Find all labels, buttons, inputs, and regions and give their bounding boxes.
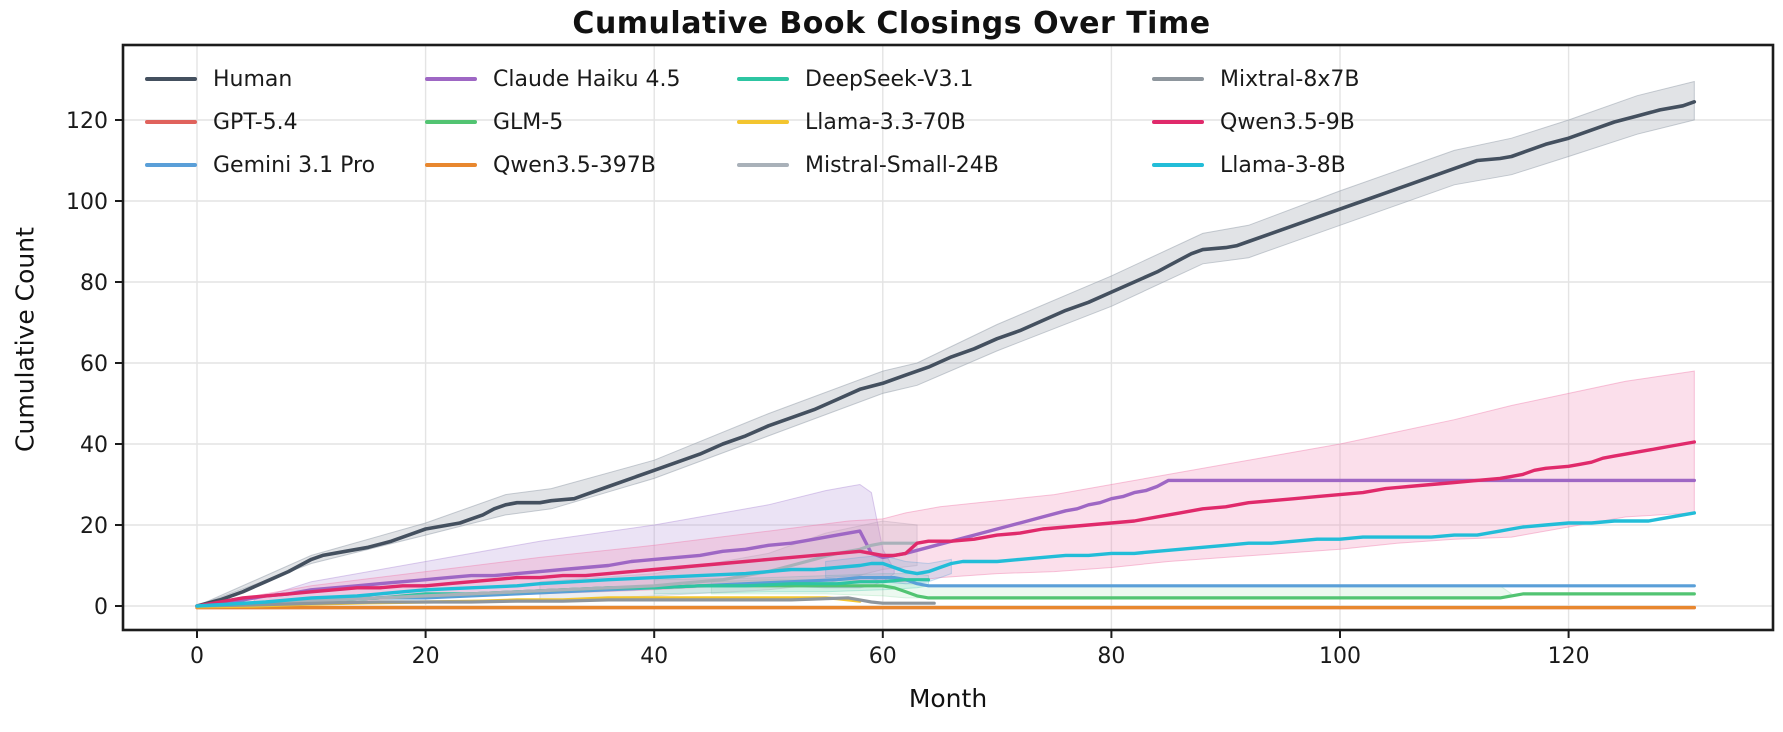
legend-line-swatch xyxy=(145,77,197,81)
legend-item-human: Human xyxy=(145,64,292,94)
legend-item-qwen3-5-9b: Qwen3.5-9B xyxy=(1152,107,1355,137)
legend-line-swatch xyxy=(1152,77,1204,81)
legend-item-mixtral-8x7b: Mixtral-8x7B xyxy=(1152,64,1359,94)
legend-label: GLM-5 xyxy=(493,109,564,135)
legend-line-swatch xyxy=(737,77,789,81)
legend-line-swatch xyxy=(737,163,789,167)
svg-text:100: 100 xyxy=(66,190,108,215)
legend-line-swatch xyxy=(425,120,477,124)
svg-text:60: 60 xyxy=(869,644,897,669)
legend-line-swatch xyxy=(425,163,477,167)
svg-text:0: 0 xyxy=(190,644,204,669)
legend-line-swatch xyxy=(145,163,197,167)
legend-label: Mistral-Small-24B xyxy=(805,152,999,178)
svg-text:60: 60 xyxy=(80,352,108,377)
legend-label: GPT-5.4 xyxy=(213,109,298,135)
legend-line-swatch xyxy=(145,120,197,124)
legend-item-llama-3-8b: Llama-3-8B xyxy=(1152,150,1346,180)
svg-text:120: 120 xyxy=(66,109,108,134)
legend-label: Human xyxy=(213,66,293,92)
svg-text:100: 100 xyxy=(1319,644,1361,669)
svg-text:40: 40 xyxy=(640,644,668,669)
legend-label: Mixtral-8x7B xyxy=(1220,66,1360,92)
legend-item-qwen3-5-397b: Qwen3.5-397B xyxy=(425,150,656,180)
legend-item-mistral-small-24b: Mistral-Small-24B xyxy=(737,150,999,180)
svg-text:0: 0 xyxy=(94,595,108,620)
chart-title: Cumulative Book Closings Over Time xyxy=(572,6,1211,41)
legend-label: Qwen3.5-397B xyxy=(493,152,656,178)
svg-text:40: 40 xyxy=(80,433,108,458)
legend-item-claude-haiku-4-5: Claude Haiku 4.5 xyxy=(425,64,681,94)
legend-label: Llama-3.3-70B xyxy=(805,109,966,135)
svg-text:80: 80 xyxy=(1097,644,1125,669)
legend-item-gemini-3-1-pro: Gemini 3.1 Pro xyxy=(145,150,375,180)
legend-label: Llama-3-8B xyxy=(1220,152,1346,178)
svg-text:80: 80 xyxy=(80,271,108,296)
x-axis-label: Month xyxy=(908,684,988,713)
legend-line-swatch xyxy=(1152,120,1204,124)
legend-label: Gemini 3.1 Pro xyxy=(213,152,376,178)
legend-label: Qwen3.5-9B xyxy=(1220,109,1355,135)
legend-item-deepseek-v3-1: DeepSeek-V3.1 xyxy=(737,64,973,94)
legend-label: DeepSeek-V3.1 xyxy=(805,66,974,92)
svg-text:120: 120 xyxy=(1548,644,1590,669)
legend-line-swatch xyxy=(425,77,477,81)
legend-line-swatch xyxy=(737,120,789,124)
legend-label: Claude Haiku 4.5 xyxy=(493,66,681,92)
svg-text:20: 20 xyxy=(412,644,440,669)
legend-item-gpt-5-4: GPT-5.4 xyxy=(145,107,298,137)
legend-line-swatch xyxy=(1152,163,1204,167)
svg-text:20: 20 xyxy=(80,514,108,539)
legend-item-llama-3-3-70b: Llama-3.3-70B xyxy=(737,107,966,137)
legend-item-glm-5: GLM-5 xyxy=(425,107,563,137)
